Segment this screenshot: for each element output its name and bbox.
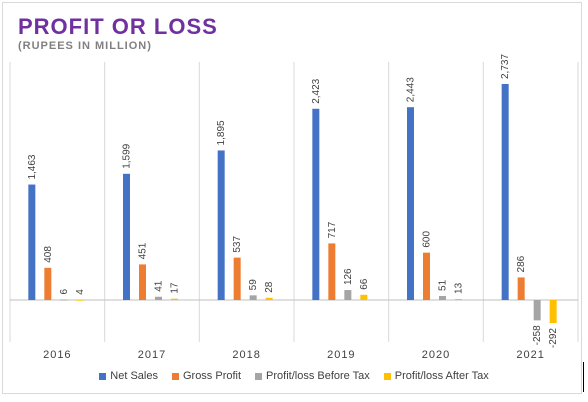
bar — [171, 298, 178, 300]
category-label: 2017 — [138, 349, 166, 361]
data-label: 6 — [59, 289, 70, 295]
data-label: 286 — [516, 255, 527, 272]
category-label: 2016 — [43, 349, 71, 361]
bar — [549, 300, 557, 324]
data-label: 2,443 — [406, 77, 417, 102]
legend-item: Profit/loss After Tax — [383, 370, 489, 382]
data-label: 17 — [170, 282, 181, 294]
bar — [312, 108, 320, 300]
bar — [139, 264, 146, 300]
bar — [233, 257, 241, 300]
data-label: 1,599 — [122, 143, 133, 168]
legend-swatch — [255, 372, 263, 380]
bar — [423, 252, 430, 300]
bar — [28, 184, 36, 300]
legend-swatch — [99, 372, 107, 380]
legend-label: Profit/loss After Tax — [394, 370, 489, 382]
legend-label: Profit/loss Before Tax — [266, 370, 370, 382]
legend-item: Profit/loss Before Tax — [255, 370, 370, 382]
chart-frame — [2, 2, 582, 394]
category-label: 2018 — [232, 349, 260, 361]
bar — [249, 295, 257, 300]
bar — [60, 299, 68, 301]
data-label: 717 — [327, 221, 338, 238]
data-label: 1,895 — [216, 120, 227, 145]
data-label: 66 — [359, 278, 370, 290]
bar — [517, 277, 525, 300]
frame-edge-mark — [583, 362, 584, 392]
bar — [455, 298, 462, 300]
bar — [328, 243, 336, 300]
bar — [360, 294, 368, 300]
data-label: 51 — [438, 279, 449, 291]
legend-item: Gross Profit — [171, 370, 242, 382]
data-label: 451 — [138, 242, 149, 259]
data-label: 126 — [343, 268, 354, 285]
bar — [76, 299, 84, 301]
chart-subtitle: (RUPEES IN MILLION) — [18, 40, 152, 52]
data-label: -258 — [532, 325, 543, 345]
legend-swatch — [383, 372, 391, 380]
legend-label: Net Sales — [110, 370, 158, 382]
bar — [123, 173, 130, 300]
data-label: 1,463 — [27, 154, 38, 179]
data-label: 13 — [454, 282, 465, 294]
data-label: -292 — [548, 328, 559, 348]
data-label: 537 — [232, 235, 243, 252]
bar — [344, 290, 352, 300]
bar — [44, 267, 52, 300]
legend-item: Net Sales — [99, 370, 158, 382]
category-label: 2020 — [422, 349, 450, 361]
legend-label: Gross Profit — [182, 370, 242, 382]
bar — [407, 107, 414, 300]
bar — [501, 84, 509, 300]
data-label: 41 — [154, 280, 165, 292]
category-label: 2021 — [516, 349, 544, 361]
bar — [439, 295, 446, 300]
data-label: 2,423 — [311, 78, 322, 103]
data-label: 2,737 — [500, 54, 511, 79]
data-label: 408 — [43, 246, 54, 263]
data-label: 28 — [264, 281, 275, 293]
chart-title: PROFIT OR LOSS — [18, 14, 218, 39]
legend-swatch — [171, 372, 179, 380]
bar — [265, 297, 273, 300]
legend: Net Sales Gross Profit Profit/loss Before … — [0, 370, 588, 382]
category-label: 2019 — [327, 349, 355, 361]
bar — [217, 150, 225, 300]
bar — [533, 300, 541, 321]
data-label: 600 — [422, 231, 433, 248]
data-label: 59 — [248, 279, 259, 291]
bar — [155, 296, 162, 300]
data-label: 4 — [75, 289, 86, 295]
